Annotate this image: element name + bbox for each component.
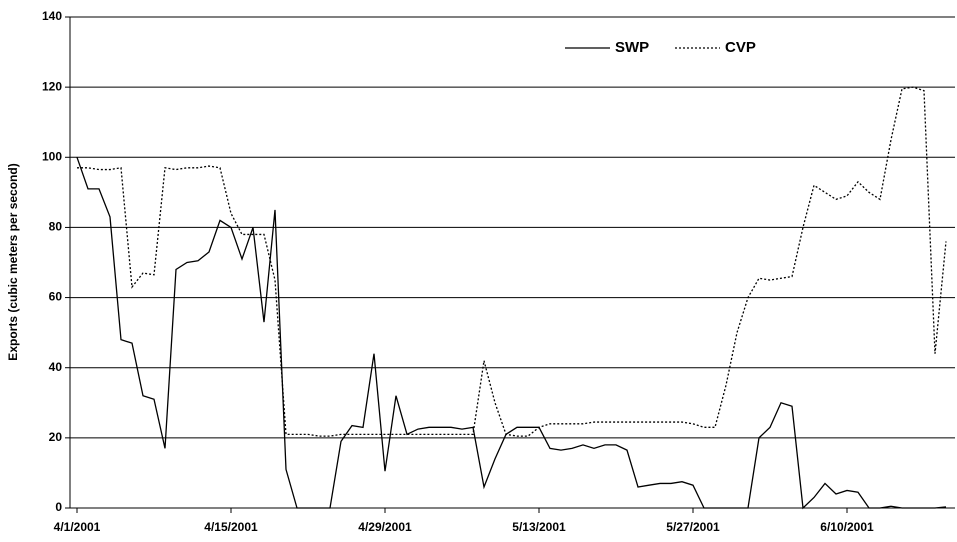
x-tick-label: 6/10/2001 [820,520,874,534]
x-tick-label: 4/15/2001 [204,520,258,534]
legend-label: CVP [725,39,756,56]
series-line [77,86,947,437]
y-tick-label: 140 [42,9,62,23]
y-tick-label: 80 [49,220,63,234]
y-tick-label: 40 [49,360,63,374]
y-axis-label: Exports (cubic meters per second) [6,163,20,360]
y-tick-label: 100 [42,149,62,163]
legend-label: SWP [615,39,649,56]
x-tick-label: 4/29/2001 [358,520,412,534]
y-tick-label: 0 [55,500,62,514]
x-tick-label: 4/1/2001 [54,520,101,534]
x-tick-label: 5/13/2001 [512,520,566,534]
x-tick-label: 5/27/2001 [666,520,720,534]
y-tick-label: 120 [42,79,62,93]
y-tick-label: 20 [49,430,63,444]
series-line [76,157,947,510]
y-tick-label: 60 [49,290,63,304]
